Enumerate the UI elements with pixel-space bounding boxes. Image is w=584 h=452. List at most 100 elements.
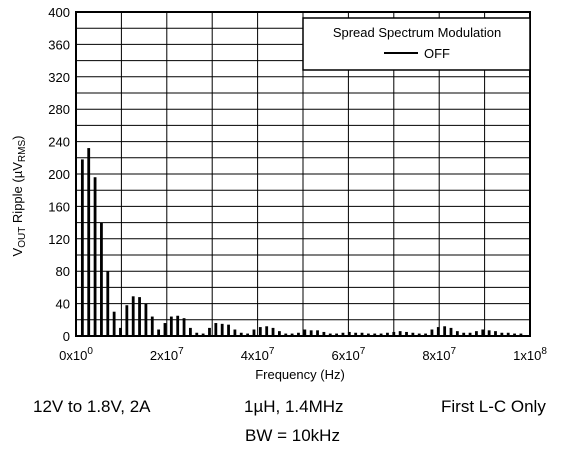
- spectrum-bar: [144, 303, 148, 336]
- spectrum-bar: [271, 327, 275, 336]
- x-tick-exponent: 7: [178, 346, 184, 357]
- y-tick-label: 200: [48, 167, 70, 182]
- x-tick-label: 4x107: [241, 346, 275, 363]
- spectrum-bar: [239, 332, 243, 336]
- spectrum-bar: [138, 297, 141, 336]
- spectrum-bar: [417, 333, 421, 336]
- spectrum-bar: [386, 332, 389, 336]
- spectrum-bar: [360, 332, 364, 336]
- x-axis-label: Frequency (Hz): [255, 367, 345, 382]
- y-tick-label: 80: [56, 264, 70, 279]
- spectrum-bar: [87, 148, 91, 336]
- spectrum-bar: [316, 330, 319, 336]
- spectrum-bar: [208, 327, 211, 336]
- plot-frame: [75, 11, 531, 337]
- x-tick-base: 0x10: [59, 348, 87, 363]
- y-axis-label-sub1: OUT: [17, 227, 28, 248]
- spectrum-bar: [189, 327, 192, 336]
- spectrum-bar: [106, 271, 110, 336]
- spectrum-bar: [284, 333, 288, 336]
- y-tick-label: 0: [63, 329, 70, 344]
- x-tick-label: 8x107: [422, 346, 456, 363]
- spectrum-bar: [125, 305, 129, 336]
- spectrum-bar: [233, 329, 237, 336]
- spectrum-bar: [163, 323, 167, 336]
- spectrum-bar: [322, 331, 326, 336]
- x-tick-exponent: 0: [87, 346, 93, 357]
- y-tick-label: 360: [48, 37, 70, 52]
- spectrum-bar: [297, 332, 300, 336]
- spectrum-bar: [519, 333, 523, 336]
- spectrum-bar: [366, 333, 370, 336]
- spectrum-bar: [157, 329, 161, 336]
- spectrum-bar: [430, 329, 434, 336]
- spectrum-bar: [449, 327, 453, 336]
- x-tick-exponent: 7: [269, 346, 275, 357]
- y-tick-label: 320: [48, 70, 70, 85]
- spectrum-bar: [341, 332, 345, 336]
- x-tick-exponent: 8: [541, 346, 547, 357]
- spectrum-bar: [176, 315, 180, 336]
- x-tick-base: 8x10: [422, 348, 450, 363]
- spectrum-bar: [303, 329, 307, 336]
- spectrum-bar: [182, 318, 186, 336]
- spectrum-bar: [290, 333, 294, 336]
- caption-bandwidth: BW = 10kHz: [245, 426, 340, 445]
- spectrum-bar: [328, 333, 332, 336]
- spectrum-bar: [475, 331, 478, 336]
- x-tick-label: 2x107: [150, 346, 184, 363]
- y-tick-label: 40: [56, 297, 70, 312]
- legend-entry: OFF: [424, 46, 450, 61]
- spectrum-bar: [112, 311, 116, 336]
- spectrum-bar: [265, 326, 269, 336]
- legend-title: Spread Spectrum Modulation: [333, 25, 501, 40]
- spectrum-bar: [258, 327, 262, 336]
- legend-box: [302, 17, 531, 71]
- spectrum-bar: [500, 332, 504, 336]
- spectrum-bar: [119, 327, 122, 336]
- spectrum-bar: [462, 332, 466, 336]
- spectrum-bar: [443, 326, 447, 336]
- x-tick-base: 6x10: [332, 348, 360, 363]
- spectrum-bar: [373, 333, 377, 336]
- caption-conditions: 12V to 1.8V, 2A: [33, 397, 151, 416]
- y-tick-label: 280: [48, 102, 70, 117]
- spectrum-bar: [214, 323, 218, 336]
- spectrum-bar: [335, 333, 338, 336]
- spectrum-bar: [379, 333, 383, 336]
- spectrum-bar: [487, 330, 491, 336]
- spectrum-bar: [93, 177, 97, 336]
- x-tick-base: 2x10: [150, 348, 178, 363]
- y-tick-labels: 0 40 80 120 160 200 240 280 320 360 400: [48, 5, 70, 344]
- caption-inductor: 1µH, 1.4MHz: [244, 397, 344, 416]
- spectrum-bar: [80, 159, 84, 336]
- spectrum-bar: [201, 333, 205, 336]
- x-tick-exponent: 7: [451, 346, 457, 357]
- y-tick-label: 160: [48, 199, 70, 214]
- spectrum-bar: [468, 332, 472, 336]
- legend: Spread Spectrum Modulation OFF: [302, 17, 531, 71]
- spectrum-bar: [100, 222, 103, 336]
- y-axis-label-sub2: RMS: [17, 140, 28, 163]
- x-tick-labels: 0x100 2x107 4x107 6x107 8x107 1x108: [59, 346, 547, 363]
- x-tick-label: 0x100: [59, 346, 93, 363]
- spectrum-bar: [277, 331, 281, 336]
- spectrum-bar: [398, 331, 402, 336]
- spectrum-bar: [131, 296, 135, 336]
- spectrum-bar: [169, 316, 173, 336]
- spectrum-bar: [513, 333, 516, 336]
- spectrum-bar: [506, 332, 510, 336]
- x-tick-base: 4x10: [241, 348, 269, 363]
- spectrum-bar: [455, 331, 459, 336]
- spectrum-bar: [252, 329, 256, 336]
- spectrum-bar: [392, 331, 396, 336]
- y-tick-label: 240: [48, 135, 70, 150]
- spectrum-bar: [227, 324, 230, 336]
- spectrum-bar: [481, 329, 485, 336]
- spectrum-bar: [347, 331, 351, 336]
- spectrum-bar: [309, 330, 313, 336]
- spectrum-bar: [195, 332, 199, 336]
- y-axis-label-mid: Ripple (µV: [10, 162, 25, 227]
- spectrum-bar: [411, 332, 415, 336]
